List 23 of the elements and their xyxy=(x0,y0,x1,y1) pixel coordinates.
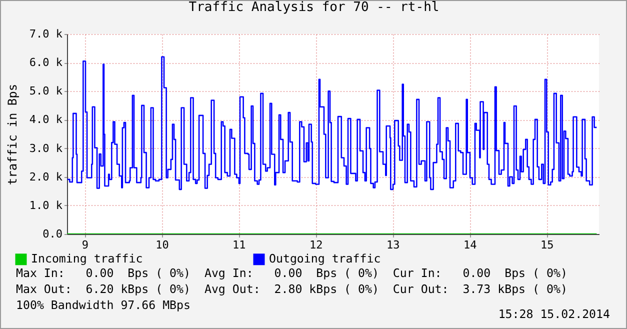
x-tick-label: 11 xyxy=(232,238,246,252)
y-tick-label: 0.0 xyxy=(42,228,62,240)
y-tick-label: 7.0 k xyxy=(29,28,63,40)
x-tick-label: 12 xyxy=(310,238,323,252)
y-tick-label: 1.0 k xyxy=(29,198,63,212)
text: 15:28 15.02.2014 xyxy=(498,307,610,321)
y-tick-label: 5.0 k xyxy=(29,84,63,98)
legend-label: Outgoing traffic xyxy=(269,251,381,266)
legend-label: Incoming traffic xyxy=(31,251,143,266)
x-tick-label: 14 xyxy=(464,238,478,252)
x-tick-label: 15 xyxy=(540,238,554,252)
y-axis-title: traffic in Bps xyxy=(5,84,20,186)
y-tick-label: 2.0 k xyxy=(29,170,63,184)
text: Max In: 0.00 Bps ( 0%) Avg In: 0.00 Bps ( 0%) Cur In: 0.00 Bps ( 0%) xyxy=(16,266,568,280)
x-tick-label: 9 xyxy=(82,238,89,252)
x-tick-label: 10 xyxy=(156,238,169,252)
y-tick-label: 3.0 k xyxy=(29,142,63,155)
text: Max Out: 6.20 kBps ( 0%) Avg Out: 2.80 kBps ( 0%) Cur Out: 3.73 kBps ( 0%) xyxy=(16,282,568,296)
x-tick-label: 13 xyxy=(386,238,400,252)
y-tick-label: 4.0 k xyxy=(29,113,63,126)
text: 100% Bandwidth 97.66 MBps xyxy=(16,298,191,312)
chart-title: Traffic Analysis for 70 -- rt-hl xyxy=(188,0,440,15)
y-tick-label: 6.0 k xyxy=(29,56,63,70)
